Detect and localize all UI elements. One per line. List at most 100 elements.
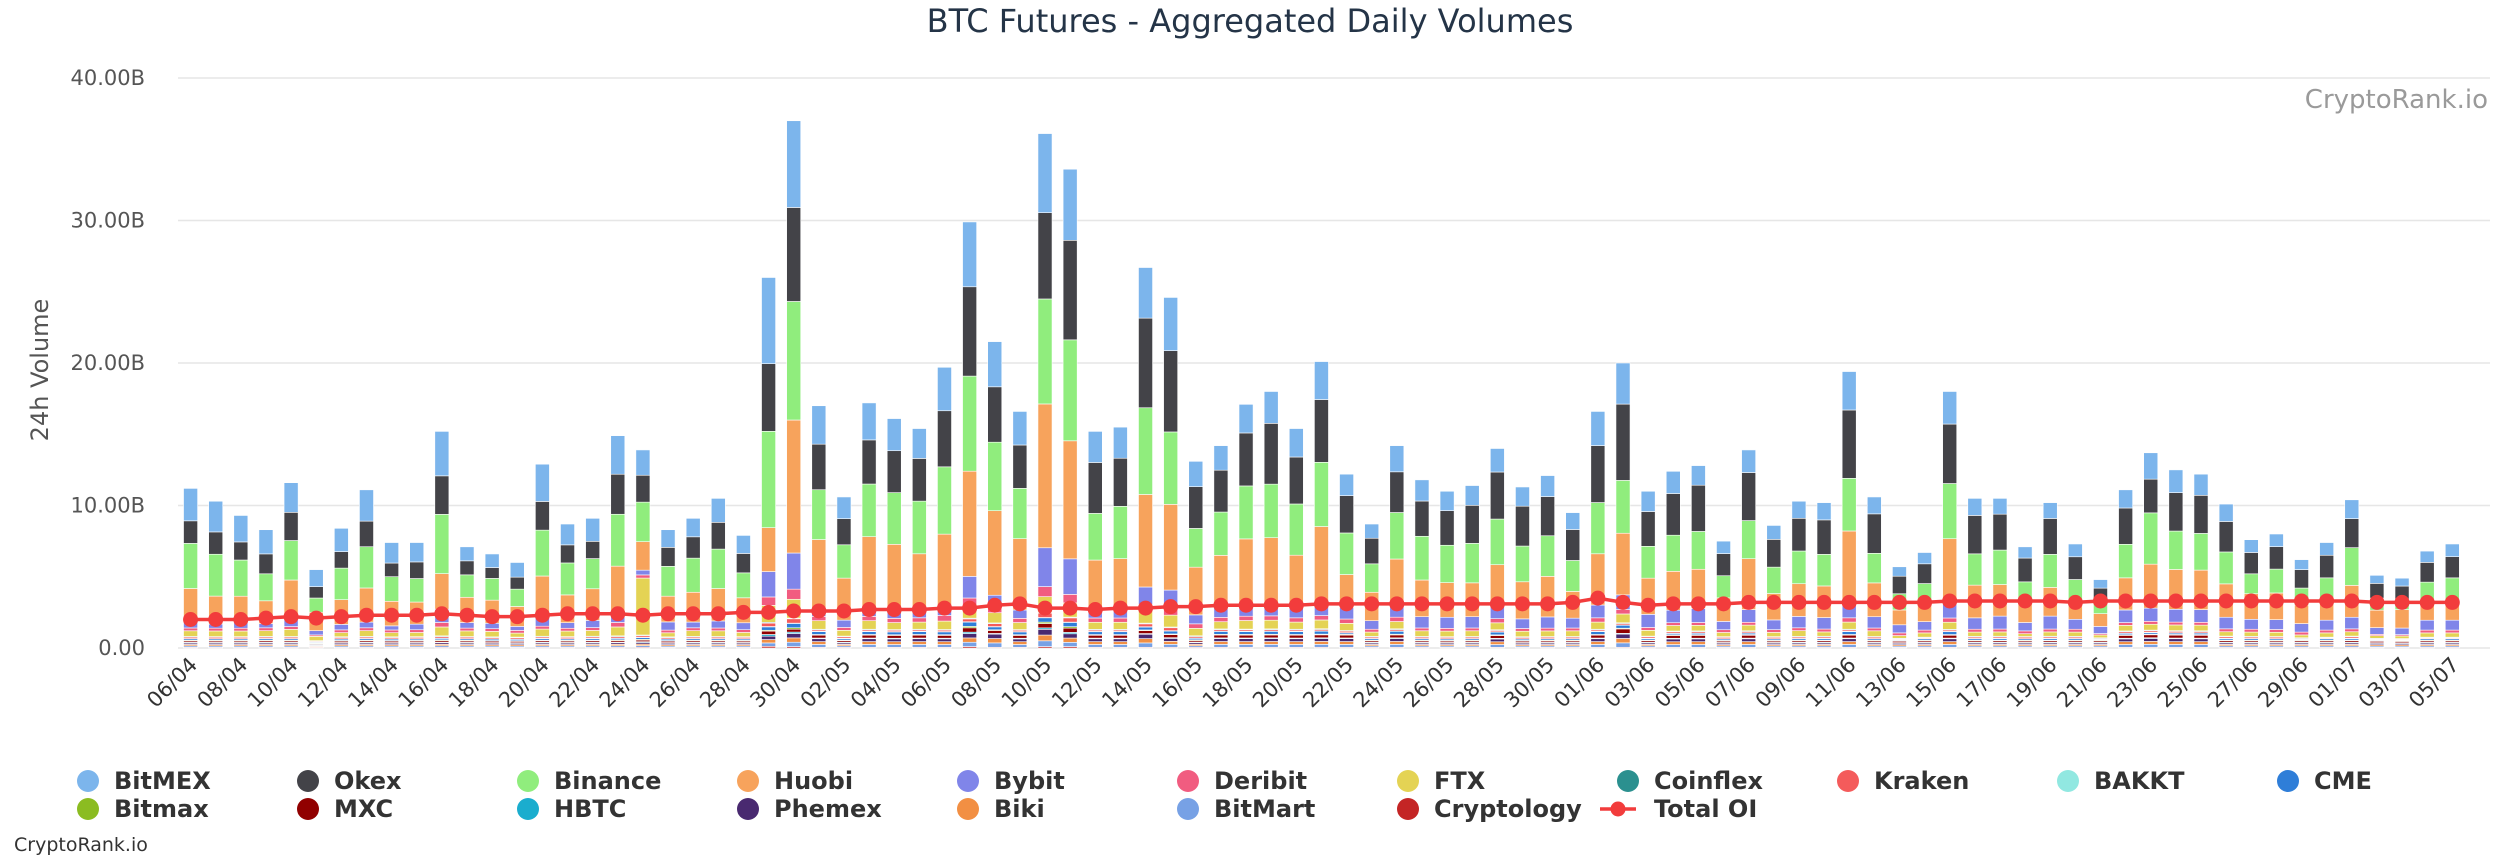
bar-segment-ftx[interactable] (1565, 630, 1581, 637)
bar-segment-bitmex[interactable] (585, 518, 600, 542)
bar-segment-deribit[interactable] (836, 627, 852, 631)
bar-segment-mxc[interactable] (1615, 628, 1631, 634)
bar-segment-bitmex[interactable] (2369, 575, 2385, 584)
total-oi-point[interactable] (685, 606, 701, 622)
bar-segment-bitmart[interactable] (1665, 644, 1681, 648)
total-oi-point[interactable] (2419, 594, 2435, 610)
total-oi-point[interactable] (1565, 594, 1581, 610)
bar-segment-binance[interactable] (937, 466, 952, 535)
bar-segment-bitmex[interactable] (1213, 445, 1229, 471)
bar-segment-okex[interactable] (1992, 513, 2008, 551)
bar-segment-ftx[interactable] (585, 630, 600, 637)
bar-segment-okex[interactable] (1942, 423, 1958, 484)
bar-segment-ftx[interactable] (283, 629, 299, 637)
bar-segment-mxc[interactable] (1113, 634, 1128, 639)
bar-segment-phemex[interactable] (886, 638, 902, 643)
bar-segment-binance[interactable] (2168, 530, 2184, 570)
bar-segment-deribit[interactable] (2143, 621, 2159, 625)
bar-segment-bybit[interactable] (585, 620, 600, 628)
total-oi-point[interactable] (1540, 596, 1556, 612)
legend-item-bitmex[interactable]: BitMEX (77, 767, 211, 795)
bar-segment-phemex[interactable] (1314, 638, 1329, 642)
bar-segment-bitmex[interactable] (1665, 470, 1681, 494)
bar-segment-okex[interactable] (1238, 432, 1254, 487)
bar-segment-ftx[interactable] (1766, 632, 1782, 637)
bar-segment-ftx[interactable] (434, 626, 450, 637)
total-oi-point[interactable] (2168, 593, 2184, 609)
bar-segment-bybit[interactable] (1188, 614, 1204, 625)
bar-segment-bitmart[interactable] (886, 644, 902, 648)
total-oi-point[interactable] (710, 606, 726, 622)
bar-stack[interactable] (1766, 525, 1782, 649)
bar-segment-phemex[interactable] (1087, 638, 1103, 642)
bar-segment-okex[interactable] (1213, 469, 1229, 513)
bar-segment-binance[interactable] (610, 513, 626, 567)
bar-segment-kraken[interactable] (1138, 623, 1153, 628)
total-oi-point[interactable] (811, 603, 827, 619)
bar-segment-binance[interactable] (886, 492, 902, 545)
total-oi-point[interactable] (1238, 597, 1254, 613)
bar-segment-bitmart[interactable] (1942, 644, 1958, 648)
bar-segment-bybit[interactable] (2068, 618, 2083, 630)
bar-segment-bybit[interactable] (836, 619, 852, 628)
bar-segment-binance[interactable] (1288, 503, 1304, 556)
bar-segment-deribit[interactable] (2017, 630, 2033, 635)
bar-segment-bitmex[interactable] (2419, 550, 2435, 563)
bar-segment-binance[interactable] (1741, 520, 1756, 560)
total-oi-point[interactable] (836, 603, 852, 619)
bar-segment-bybit[interactable] (1640, 614, 1656, 628)
bar-stack[interactable] (308, 569, 324, 649)
bar-segment-huobi[interactable] (1314, 526, 1329, 603)
bar-segment-bybit[interactable] (761, 571, 776, 598)
bar-segment-okex[interactable] (836, 518, 852, 546)
bar-segment-bybit[interactable] (2017, 622, 2033, 632)
bar-segment-bybit[interactable] (2344, 616, 2360, 630)
bar-segment-deribit[interactable] (2068, 628, 2083, 633)
bar-segment-binance[interactable] (1037, 298, 1053, 405)
bar-segment-phemex[interactable] (2143, 638, 2159, 642)
bar-segment-bybit[interactable] (2093, 626, 2108, 634)
legend-item-bitmart[interactable]: BitMart (1177, 795, 1315, 823)
bar-segment-okex[interactable] (962, 286, 977, 377)
bar-segment-bitmex[interactable] (535, 463, 550, 502)
bar-segment-bybit[interactable] (509, 626, 525, 631)
bar-stack[interactable] (2444, 543, 2460, 649)
total-oi-point[interactable] (358, 607, 374, 623)
bar-segment-ftx[interactable] (258, 630, 274, 637)
bar-segment-binance[interactable] (409, 578, 425, 603)
bar-segment-biki[interactable] (1841, 641, 1857, 645)
bar-segment-phemex[interactable] (987, 633, 1003, 639)
bar-segment-mxc[interactable] (2168, 634, 2184, 639)
bar-stack[interactable] (1464, 485, 1480, 649)
bar-stack[interactable] (1037, 133, 1053, 649)
bar-segment-deribit[interactable] (1314, 615, 1329, 621)
bar-segment-deribit[interactable] (861, 616, 877, 621)
bar-segment-ftx[interactable] (2319, 632, 2334, 638)
bar-segment-ftx[interactable] (359, 630, 374, 637)
bar-segment-okex[interactable] (1866, 513, 1882, 554)
bar-segment-deribit[interactable] (258, 627, 274, 631)
total-oi-point[interactable] (1514, 596, 1530, 612)
bar-segment-bitmex[interactable] (2269, 533, 2284, 547)
bar-segment-deribit[interactable] (359, 627, 374, 631)
bar-segment-bybit[interactable] (334, 624, 349, 631)
total-oi-point[interactable] (1716, 596, 1732, 612)
bar-segment-huobi[interactable] (1138, 494, 1153, 588)
bar-segment-bitmex[interactable] (1188, 461, 1204, 487)
total-oi-point[interactable] (610, 606, 626, 622)
total-oi-point[interactable] (1263, 597, 1279, 613)
total-oi-point[interactable] (761, 604, 777, 620)
legend-item-binance[interactable]: Binance (517, 767, 661, 795)
bar-segment-bitmex[interactable] (1238, 404, 1254, 434)
bar-segment-bitmex[interactable] (2068, 543, 2083, 558)
bar-segment-ftx[interactable] (1012, 622, 1028, 630)
bar-segment-phemex[interactable] (2118, 638, 2133, 643)
bar-segment-deribit[interactable] (1238, 615, 1254, 621)
bar-segment-bitmex[interactable] (1640, 490, 1656, 512)
bar-segment-bybit[interactable] (2419, 619, 2435, 631)
bar-segment-bitmex[interactable] (1540, 475, 1555, 497)
bar-segment-deribit[interactable] (1339, 618, 1354, 624)
bar-segment-deribit[interactable] (1364, 628, 1380, 633)
bar-segment-bitmex[interactable] (1691, 465, 1706, 486)
bar-segment-phemex[interactable] (1163, 638, 1178, 642)
